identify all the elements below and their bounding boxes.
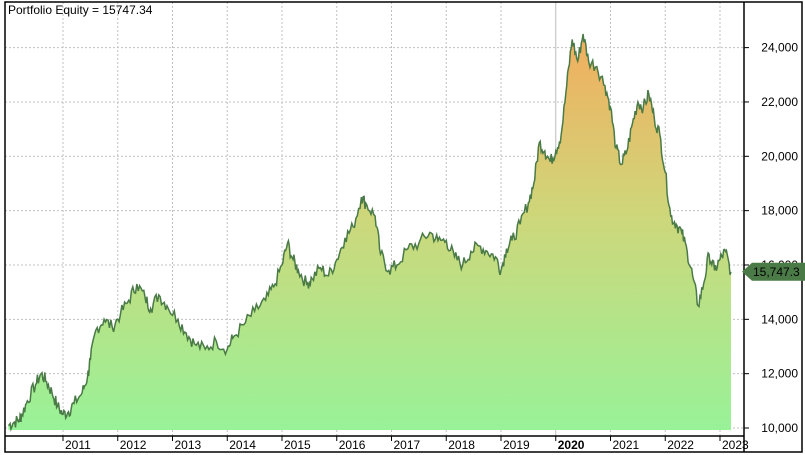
chart-title: Portfolio Equity = 15747.34 [8,3,153,17]
y-tick-label: 22,000 [761,95,798,109]
x-tick-label: 2020 [558,438,585,452]
last-value-label: 15,747.3 [753,265,800,279]
x-tick-label: 2018 [448,438,475,452]
chart-border [4,1,803,453]
x-tick-label: 2012 [120,438,147,452]
x-tick-label: 2023 [722,438,749,452]
y-tick-label: 10,000 [761,421,798,435]
x-tick-label: 2019 [503,438,530,452]
equity-line [8,33,732,432]
x-tick-label: 2021 [613,438,640,452]
x-axis-ticks: 2011 2012 2013 2014 2015 2016 2017 2018 2019 2020… [62,436,749,452]
x-tick-label: 2015 [284,438,311,452]
y-tick-label: 12,000 [761,367,798,381]
y-tick-label: 20,000 [761,149,798,163]
last-value-badge: 15,747.3 [742,262,805,281]
x-tick-label: 2022 [667,438,694,452]
x-tick-label: 2014 [229,438,256,452]
x-tick-label: 2011 [65,438,91,452]
last-value-marker [742,262,805,281]
x-tick-label: 2016 [339,438,366,452]
y-tick-label: 14,000 [761,312,798,326]
equity-area [8,34,732,430]
y-tick-label: 18,000 [761,204,798,218]
y-axis-ticks: 24,00022,00020,00018,00016,00014,00012,0… [744,41,798,435]
x-tick-label: 2017 [394,438,421,452]
y-tick-label: 24,000 [761,41,798,55]
x-tick-label: 2013 [175,438,202,452]
